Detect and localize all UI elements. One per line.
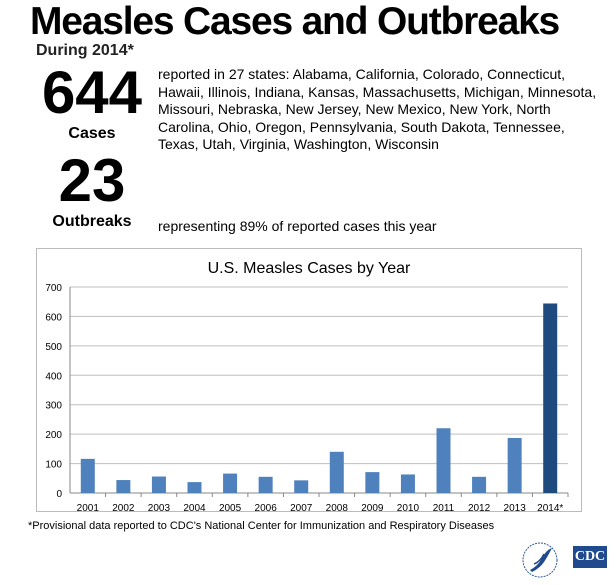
- cases-description: reported in 27 states: Alabama, Californ…: [158, 66, 597, 152]
- footnote: *Provisional data reported to CDC's Nati…: [28, 520, 495, 532]
- x-tick-label: 2013: [504, 503, 527, 511]
- bar-2006: [258, 476, 273, 493]
- page-title: Measles Cases and Outbreaks: [30, 0, 560, 43]
- bar-2012: [472, 476, 487, 493]
- bar-2005: [223, 473, 238, 493]
- bar-2009: [365, 472, 380, 493]
- bar-2004: [187, 482, 202, 493]
- chart-title: U.S. Measles Cases by Year: [208, 260, 411, 277]
- bar-2002: [116, 480, 131, 493]
- cdc-logo: CDC: [573, 546, 607, 568]
- outbreaks-number: 23: [58, 147, 126, 214]
- x-tick-label: 2001: [77, 503, 100, 511]
- page-subtitle: During 2014*: [36, 42, 134, 59]
- y-tick-label: 100: [45, 460, 62, 471]
- x-tick-label: 2012: [468, 503, 491, 511]
- bar-2010: [400, 474, 415, 493]
- bar-2003: [151, 476, 166, 493]
- bar-chart: U.S. Measles Cases by Year 0 100 200 300 400…: [45, 260, 569, 514]
- bar-2008: [329, 451, 344, 493]
- chart-container: U.S. Measles Cases by Year 0 100 200 300 400…: [36, 248, 582, 514]
- bar-2013: [507, 437, 522, 493]
- x-tick-label: 2003: [148, 503, 171, 511]
- bar-2007: [294, 480, 309, 493]
- x-tick-label: 2006: [255, 503, 278, 511]
- y-tick-label: 0: [56, 489, 62, 500]
- x-tick-label: 2007: [290, 503, 313, 511]
- y-tick-label: 500: [45, 342, 62, 353]
- x-tick-label: 2008: [326, 503, 349, 511]
- y-tick-label: 400: [45, 371, 62, 382]
- bar-2014: [543, 303, 558, 493]
- x-tick-label: 2014*: [537, 503, 563, 511]
- bar-2001: [80, 458, 95, 493]
- outbreaks-label: Outbreaks: [52, 213, 132, 230]
- x-tick-label: 2004: [183, 503, 206, 511]
- outbreaks-description: representing 89% of reported cases this …: [158, 218, 437, 234]
- x-tick-label: 2011: [433, 503, 455, 511]
- bar-2011: [436, 428, 451, 493]
- cases-label: Cases: [68, 125, 116, 142]
- y-tick-label: 700: [45, 283, 62, 294]
- x-tick-label: 2002: [112, 503, 135, 511]
- x-tick-label: 2005: [219, 503, 242, 511]
- y-tick-label: 600: [45, 312, 62, 323]
- y-tick-label: 300: [45, 401, 62, 412]
- x-tick-label: 2010: [397, 503, 420, 511]
- y-tick-label: 200: [45, 430, 62, 441]
- hhs-logo: [522, 542, 558, 578]
- x-tick-label: 2009: [361, 503, 384, 511]
- cases-number: 644: [41, 59, 143, 126]
